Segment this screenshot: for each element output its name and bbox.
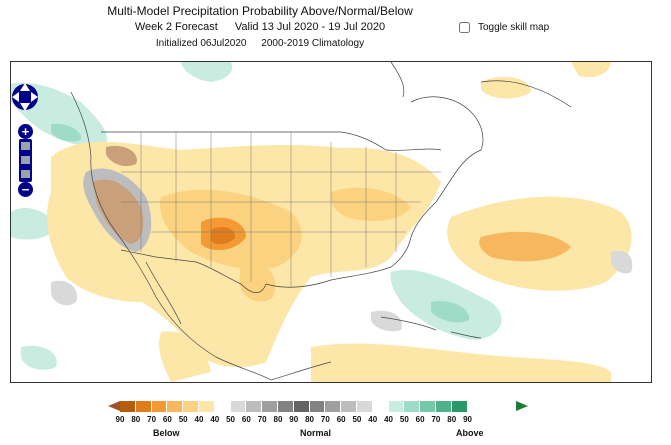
legend-tick-label: 50 bbox=[352, 415, 362, 424]
initialized-date: Initialized 06Jul2020 bbox=[155, 38, 247, 49]
toggle-skill-map[interactable]: Toggle skill map bbox=[459, 22, 549, 33]
zoom-out-button[interactable]: − bbox=[18, 182, 33, 197]
legend-tick-label: 60 bbox=[162, 415, 172, 424]
toggle-skill-map-label: Toggle skill map bbox=[478, 22, 550, 33]
legend-swatch bbox=[325, 401, 342, 412]
legend-swatch bbox=[420, 401, 436, 412]
normal-shading-gulf-islands bbox=[371, 310, 402, 332]
legend-swatch bbox=[356, 401, 373, 412]
legend-tick-label: 80 bbox=[305, 415, 314, 424]
legend-swatch bbox=[183, 401, 199, 412]
legend-swatch bbox=[309, 401, 326, 412]
border-us-mexico bbox=[120, 249, 267, 293]
below-shading-atlantic-core bbox=[479, 231, 571, 262]
below-shading-california bbox=[93, 179, 144, 244]
legend-tick-label: 70 bbox=[431, 415, 441, 424]
legend-tick-label: 80 bbox=[447, 415, 457, 424]
legend-swatch bbox=[404, 401, 421, 412]
caribbean-islands bbox=[380, 316, 482, 339]
legend-tick-label: 50 bbox=[178, 415, 188, 424]
legend-below-label: Below bbox=[153, 428, 180, 438]
zoom-slider[interactable] bbox=[19, 139, 32, 182]
legend-tick-label: 50 bbox=[399, 415, 409, 424]
border-us-canada bbox=[101, 131, 442, 151]
legend-swatch bbox=[120, 401, 136, 412]
legend-tick-label: 40 bbox=[210, 415, 220, 424]
pan-icon[interactable] bbox=[10, 80, 40, 114]
legend-swatch bbox=[135, 401, 152, 412]
legend-swatch bbox=[388, 401, 405, 412]
legend-tick-label: 60 bbox=[415, 415, 425, 424]
normal-shading-atlantic bbox=[611, 250, 633, 274]
forecast-subtitle: Week 2 Forecast Valid 13 Jul 2020 - 19 J… bbox=[0, 20, 520, 34]
state-lines bbox=[121, 132, 441, 287]
below-shading-greenland bbox=[571, 62, 611, 78]
legend-swatch bbox=[451, 401, 468, 412]
climatology-period: 2000-2019 Climatology bbox=[261, 38, 365, 49]
map-canvas[interactable] bbox=[11, 62, 651, 382]
legend-tick-label: 90 bbox=[115, 415, 125, 424]
legend-color-bar bbox=[120, 401, 468, 412]
valid-dates: Valid 13 Jul 2020 - 19 Jul 2020 bbox=[234, 21, 386, 33]
legend-arrow-left bbox=[108, 401, 120, 411]
legend-tick-label: 80 bbox=[131, 415, 141, 424]
legend-above-label: Above bbox=[456, 428, 484, 438]
normal-shading-pacific bbox=[51, 280, 77, 306]
legend-tick-label: 40 bbox=[194, 415, 204, 424]
legend-swatch bbox=[262, 401, 278, 412]
probability-shading bbox=[11, 62, 633, 382]
coastline-baja bbox=[145, 261, 182, 325]
legend-tick-label: 40 bbox=[384, 415, 393, 424]
legend-swatch bbox=[372, 401, 389, 412]
legend-tick-label: 70 bbox=[147, 415, 157, 424]
legend-tick-label: 80 bbox=[273, 415, 283, 424]
legend-swatch bbox=[198, 401, 215, 412]
above-shading-canada bbox=[181, 62, 233, 82]
legend-swatch bbox=[230, 401, 247, 412]
initialization-info: Initialized 06Jul2020 2000-2019 Climatol… bbox=[0, 37, 520, 50]
probability-legend: 90 80 70 60 50 40 40 50 60 70 80 90 80 70 60 50 40 40 50 60… bbox=[108, 398, 536, 444]
legend-swatch bbox=[214, 401, 231, 412]
above-shading-caribbean-core bbox=[431, 301, 470, 323]
canada-coast bbox=[390, 62, 572, 151]
below-shading-mexico-south bbox=[159, 331, 211, 382]
above-shading-northwest-dark bbox=[51, 123, 82, 142]
boundaries bbox=[70, 62, 572, 381]
legend-swatch bbox=[167, 401, 184, 412]
below-shading-southwest-peak bbox=[211, 227, 236, 245]
legend-ticks: 90 80 70 60 50 40 40 50 60 70 80 90 80 70 60 50 40 40 50 60… bbox=[112, 415, 475, 425]
legend-normal-label: Normal bbox=[300, 428, 332, 438]
forecast-week: Week 2 Forecast bbox=[134, 21, 218, 33]
below-shading-northwest-brown bbox=[106, 145, 137, 167]
legend-arrow-right bbox=[516, 401, 528, 411]
coastline-west bbox=[70, 91, 272, 381]
above-shading-alaska-edge bbox=[11, 207, 56, 240]
below-shading-gulf-coast bbox=[311, 343, 611, 382]
legend-tick-label: 90 bbox=[289, 415, 299, 424]
legend-tick-label: 70 bbox=[320, 415, 330, 424]
coastline-gulf bbox=[265, 236, 412, 288]
legend-swatch bbox=[293, 401, 310, 412]
below-shading-labrador bbox=[481, 76, 531, 99]
below-shading-east bbox=[330, 187, 411, 221]
toggle-skill-map-checkbox[interactable] bbox=[459, 22, 470, 33]
legend-swatch bbox=[435, 401, 452, 412]
above-shading-southwest-coast bbox=[21, 345, 57, 370]
legend-tick-label: 60 bbox=[336, 415, 346, 424]
legend-tick-label: 50 bbox=[226, 415, 236, 424]
zoom-in-button[interactable]: + bbox=[18, 124, 33, 139]
forecast-map[interactable] bbox=[10, 61, 652, 383]
legend-tick-label: 60 bbox=[241, 415, 251, 424]
legend-tick-label: 70 bbox=[257, 415, 267, 424]
legend-tick-label: 40 bbox=[368, 415, 378, 424]
legend-swatch bbox=[151, 401, 168, 412]
legend-swatch bbox=[341, 401, 357, 412]
map-title: Multi-Model Precipitation Probability Ab… bbox=[107, 4, 413, 18]
legend-swatch bbox=[246, 401, 263, 412]
legend-tick-label: 90 bbox=[463, 415, 472, 424]
coastline-east bbox=[410, 149, 482, 238]
legend-swatch bbox=[277, 401, 294, 412]
below-shading-texas bbox=[239, 261, 276, 302]
central-america bbox=[270, 361, 332, 381]
